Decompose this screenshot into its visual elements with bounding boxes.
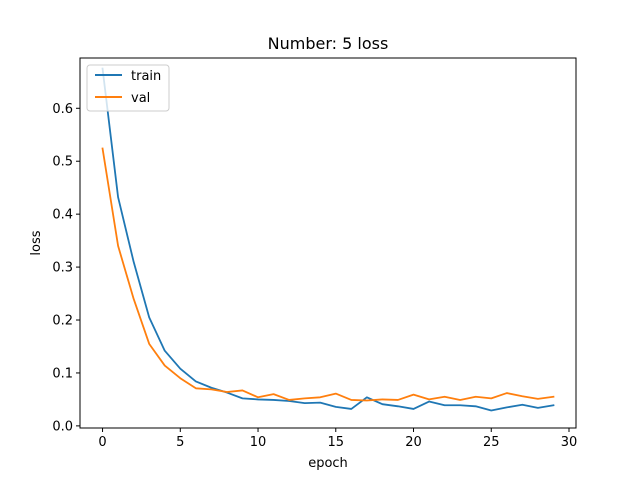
legend: train val xyxy=(86,64,170,112)
x-tick-label: 10 xyxy=(250,435,267,450)
chart-title: Number: 5 loss xyxy=(268,34,389,53)
y-axis: 0.0 0.1 0.2 0.3 0.4 0.5 0.6 xyxy=(52,102,80,434)
x-axis-label: epoch xyxy=(308,456,348,471)
x-tick-label: 30 xyxy=(561,435,578,450)
y-tick-label: 0.2 xyxy=(52,314,73,329)
y-tick-label: 0.5 xyxy=(52,155,73,170)
plot-area xyxy=(79,57,577,429)
y-tick-label: 0.4 xyxy=(52,208,73,223)
axes-frame xyxy=(79,57,577,429)
x-tick-label: 0 xyxy=(98,435,106,450)
y-tick-label: 0.1 xyxy=(52,366,73,381)
x-axis: 0 5 10 15 20 25 30 xyxy=(98,428,577,450)
x-tick-label: 25 xyxy=(483,435,500,450)
y-tick-label: 0.3 xyxy=(52,261,73,276)
legend-label-val: val xyxy=(131,91,150,106)
legend-box xyxy=(86,64,170,112)
x-tick-label: 20 xyxy=(405,435,422,450)
x-tick-label: 15 xyxy=(328,435,345,450)
y-tick-label: 0.0 xyxy=(52,419,73,434)
plot-background xyxy=(80,58,576,428)
y-tick-label: 0.6 xyxy=(52,102,73,117)
y-axis-label: loss xyxy=(29,230,44,255)
x-tick-label: 5 xyxy=(176,435,184,450)
series-group xyxy=(101,67,555,412)
series-line-val xyxy=(101,147,555,402)
legend-label-train: train xyxy=(131,69,161,84)
series-line-train xyxy=(101,67,555,412)
